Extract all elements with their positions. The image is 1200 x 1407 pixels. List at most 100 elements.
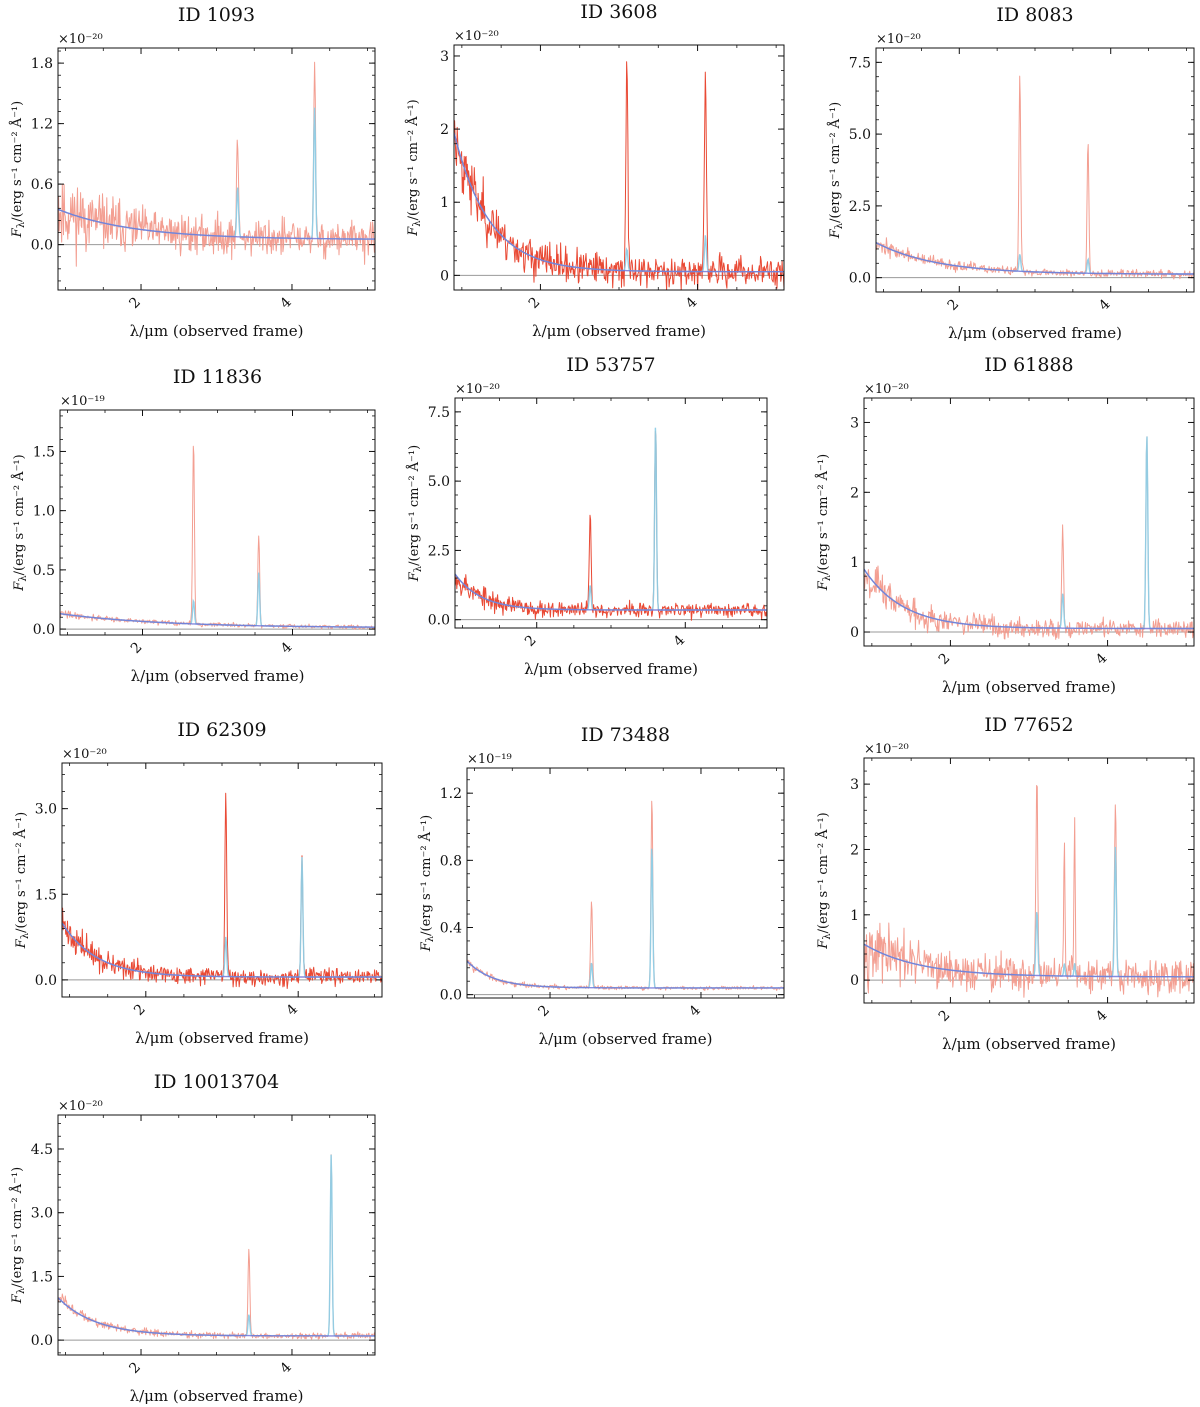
y-tick-label: 1.2 xyxy=(440,786,462,802)
y-tick-label: 0.0 xyxy=(31,238,53,254)
y-tick-label: 1 xyxy=(850,555,859,571)
y-tick-label: 2 xyxy=(440,122,449,138)
x-axis-label: λ/μm (observed frame) xyxy=(130,1387,304,1405)
y-scale-label: ×10⁻¹⁹ xyxy=(467,752,512,767)
y-axis-label-symbol: F xyxy=(14,938,29,949)
x-tick-label: 4 xyxy=(1093,650,1111,668)
x-tick-label: 4 xyxy=(277,294,295,312)
plot-area xyxy=(58,61,375,267)
y-axis-label-units: /(erg s⁻¹ cm⁻² Å⁻¹) xyxy=(418,815,434,936)
panel-title: ID 61888 xyxy=(984,354,1073,376)
x-tick-label: 2 xyxy=(936,650,954,668)
model-spectrum xyxy=(455,427,767,611)
y-axis-label-units: /(erg s⁻¹ cm⁻² Å⁻¹) xyxy=(815,454,831,575)
continuum-fit xyxy=(876,241,1194,275)
y-tick-label: 0.8 xyxy=(440,853,462,869)
y-axis-label-subscript: λ xyxy=(425,935,436,942)
panel-title: ID 62309 xyxy=(177,719,266,741)
continuum-fit xyxy=(60,613,375,628)
x-tick-label: 4 xyxy=(278,639,296,657)
plot-frame xyxy=(57,47,376,291)
observed-spectrum xyxy=(62,792,382,989)
x-axis-label: λ/μm (observed frame) xyxy=(942,678,1116,696)
spectrum-panel: 0.0 2.5 5.0 7.5 2 4 ID 8083 ×10⁻²⁰ λ/μm (observe… xyxy=(827,4,1195,342)
x-axis-label: λ/μm (observed frame) xyxy=(135,1029,309,1047)
continuum-fit xyxy=(864,943,1194,978)
observed-spectrum xyxy=(454,61,784,290)
y-tick-label: 0 xyxy=(850,973,859,989)
x-tick-label: 4 xyxy=(671,632,689,650)
plot-area xyxy=(60,445,375,630)
y-tick-label: 7.5 xyxy=(428,405,450,421)
y-tick-label: 0 xyxy=(850,625,859,641)
y-tick-label: 3.0 xyxy=(31,1206,53,1222)
y-axis-label-units: /(erg s⁻¹ cm⁻² Å⁻¹) xyxy=(13,812,29,933)
plot-area xyxy=(58,1154,375,1341)
y-axis-label-subscript: λ xyxy=(20,932,31,939)
observed-spectrum xyxy=(58,1154,375,1340)
spectrum-panel: 0.0 0.6 1.2 1.8 2 4 ID 1093 ×10⁻²⁰ λ/μm (observe… xyxy=(9,4,376,340)
x-axis-label: λ/μm (observed frame) xyxy=(539,1030,713,1048)
y-axis-label-subscript: λ xyxy=(822,933,833,940)
y-scale-label: ×10⁻¹⁹ xyxy=(60,394,105,409)
plot-frame xyxy=(57,1114,376,1356)
y-tick-label: 5.0 xyxy=(849,127,871,143)
y-axis-label: Fλ/(erg s⁻¹ cm⁻² Å⁻¹) xyxy=(406,445,424,582)
x-axis-label: λ/μm (observed frame) xyxy=(131,667,305,685)
observed-spectrum xyxy=(876,75,1194,280)
panel-title: ID 3608 xyxy=(580,1,657,23)
panel-title: ID 8083 xyxy=(996,4,1073,26)
panel-title: ID 10013704 xyxy=(154,1071,280,1093)
x-tick-label: 4 xyxy=(683,294,701,312)
x-tick-label: 4 xyxy=(686,1002,704,1020)
x-axis-label: λ/μm (observed frame) xyxy=(532,322,706,340)
y-axis-label-symbol: F xyxy=(12,581,27,592)
continuum-fit xyxy=(455,573,767,611)
continuum-fit xyxy=(58,208,375,240)
y-axis-label: Fλ/(erg s⁻¹ cm⁻² Å⁻¹) xyxy=(827,102,845,239)
plot-frame xyxy=(59,409,376,636)
y-tick-label: 1.2 xyxy=(31,117,53,133)
spectrum-panel: 0.0 2.5 5.0 7.5 2 4 ID 53757 ×10⁻²⁰ λ/μm (observ… xyxy=(406,354,768,678)
x-tick-label: 4 xyxy=(284,1001,302,1019)
y-axis-label-subscript: λ xyxy=(822,574,833,581)
plot-area xyxy=(467,800,784,996)
plot-frame xyxy=(875,47,1195,293)
model-spectrum xyxy=(454,132,784,273)
x-tick-label: 2 xyxy=(526,294,544,312)
x-tick-label: 2 xyxy=(945,296,963,314)
spectrum-panel: 0.0 1.5 3.0 4.5 2 4 ID 10013704 ×10⁻²⁰ λ/μm (obs… xyxy=(9,1071,376,1405)
y-scale-label: ×10⁻²⁰ xyxy=(58,32,103,47)
y-axis-label-subscript: λ xyxy=(834,222,845,229)
y-axis-label-subscript: λ xyxy=(413,565,424,572)
y-axis-label: Fλ/(erg s⁻¹ cm⁻² Å⁻¹) xyxy=(405,99,423,236)
panel-title: ID 53757 xyxy=(566,354,655,376)
panel-title: ID 11836 xyxy=(173,366,262,388)
spectrum-panel: 0 1 2 3 2 4 ID 61888 ×10⁻²⁰ λ/μm (observed frame… xyxy=(815,354,1195,696)
model-spectrum xyxy=(58,1154,375,1337)
y-scale-label: ×10⁻²⁰ xyxy=(62,747,107,762)
y-tick-label: 0.5 xyxy=(33,563,55,579)
y-tick-label: 2.5 xyxy=(428,543,450,559)
y-axis-label-symbol: F xyxy=(406,226,421,237)
y-tick-label: 3 xyxy=(440,49,449,65)
x-tick-label: 2 xyxy=(126,1359,144,1377)
y-tick-label: 1.5 xyxy=(31,1269,53,1285)
y-tick-label: 0.0 xyxy=(31,1333,53,1349)
y-tick-label: 3 xyxy=(850,777,859,793)
plot-area xyxy=(455,427,767,621)
continuum-fit xyxy=(58,1297,375,1337)
y-scale-label: ×10⁻²⁰ xyxy=(864,742,909,757)
observed-spectrum xyxy=(864,436,1194,640)
y-tick-label: 4.5 xyxy=(31,1142,53,1158)
y-tick-label: 0.0 xyxy=(35,973,57,989)
y-axis-label-units: /(erg s⁻¹ cm⁻² Å⁻¹) xyxy=(827,102,843,223)
x-axis-label: λ/μm (observed frame) xyxy=(130,322,304,340)
plot-area xyxy=(62,792,382,989)
y-axis-label-subscript: λ xyxy=(16,1287,27,1294)
x-tick-label: 4 xyxy=(1093,1007,1111,1025)
x-tick-label: 2 xyxy=(131,1001,149,1019)
plot-frame xyxy=(453,44,785,291)
x-tick-label: 2 xyxy=(128,639,146,657)
